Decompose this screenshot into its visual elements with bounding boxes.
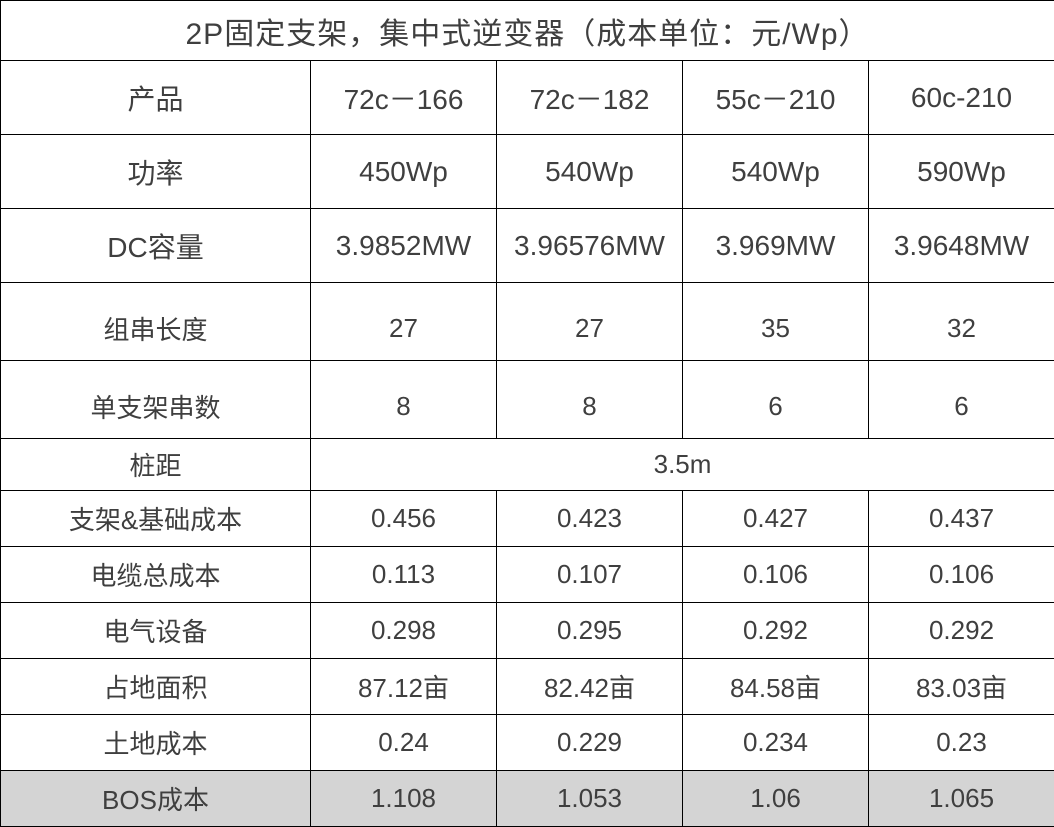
cell: 0.229 — [497, 715, 683, 771]
table-row: 占地面积 87.12亩 82.42亩 84.58亩 83.03亩 — [1, 659, 1054, 715]
cell: 32 — [869, 297, 1054, 361]
table-row: 单支架串数 8 8 6 6 — [1, 375, 1054, 439]
table-title: 2P固定支架，集中式逆变器（成本单位：元/Wp） — [1, 1, 1054, 61]
total-row: BOS成本 1.108 1.053 1.06 1.065 — [1, 771, 1054, 827]
row-label: 功率 — [1, 135, 311, 209]
cell: 8 — [311, 375, 497, 439]
column-header: 55c－210 — [683, 61, 869, 135]
cell: 1.108 — [311, 771, 497, 827]
merged-row: 桩距 3.5m — [1, 439, 1054, 491]
table-row: 电缆总成本 0.113 0.107 0.106 0.106 — [1, 547, 1054, 603]
cell: 3.969MW — [683, 209, 869, 283]
cell: 0.234 — [683, 715, 869, 771]
cell: 3.9648MW — [869, 209, 1054, 283]
cell: 1.06 — [683, 771, 869, 827]
cell: 0.106 — [683, 547, 869, 603]
cell: 540Wp — [497, 135, 683, 209]
cell: 540Wp — [683, 135, 869, 209]
cell: 0.298 — [311, 603, 497, 659]
cell: 0.23 — [869, 715, 1054, 771]
row-label: BOS成本 — [1, 771, 311, 827]
cell: 35 — [683, 297, 869, 361]
cell: 0.113 — [311, 547, 497, 603]
cell: 83.03亩 — [869, 659, 1054, 715]
cell: 27 — [311, 297, 497, 361]
cell: 590Wp — [869, 135, 1054, 209]
cell: 3.9852MW — [311, 209, 497, 283]
cell: 0.107 — [497, 547, 683, 603]
cell: 0.456 — [311, 491, 497, 547]
cell: 82.42亩 — [497, 659, 683, 715]
cell: 0.437 — [869, 491, 1054, 547]
row-label: 单支架串数 — [1, 375, 311, 439]
column-header: 60c-210 — [869, 61, 1054, 135]
cell: 84.58亩 — [683, 659, 869, 715]
row-label: 支架&基础成本 — [1, 491, 311, 547]
cell: 6 — [869, 375, 1054, 439]
row-label: 土地成本 — [1, 715, 311, 771]
spacer-row — [1, 361, 1054, 375]
cell: 8 — [497, 375, 683, 439]
column-header-label: 产品 — [1, 61, 311, 135]
cell: 0.106 — [869, 547, 1054, 603]
row-label: DC容量 — [1, 209, 311, 283]
cell: 1.053 — [497, 771, 683, 827]
table-row: DC容量 3.9852MW 3.96576MW 3.969MW 3.9648MW — [1, 209, 1054, 283]
table: 2P固定支架，集中式逆变器（成本单位：元/Wp） 产品 72c－166 72c－… — [0, 0, 1054, 827]
table-row: 土地成本 0.24 0.229 0.234 0.23 — [1, 715, 1054, 771]
row-label: 电气设备 — [1, 603, 311, 659]
table-row: 电气设备 0.298 0.295 0.292 0.292 — [1, 603, 1054, 659]
cell: 6 — [683, 375, 869, 439]
column-header-row: 产品 72c－166 72c－182 55c－210 60c-210 — [1, 61, 1054, 135]
row-label: 桩距 — [1, 439, 311, 491]
cell: 0.292 — [869, 603, 1054, 659]
table-row: 支架&基础成本 0.456 0.423 0.427 0.437 — [1, 491, 1054, 547]
row-label: 组串长度 — [1, 297, 311, 361]
column-header: 72c－166 — [311, 61, 497, 135]
spacer-row — [1, 283, 1054, 297]
cell: 0.295 — [497, 603, 683, 659]
cell: 87.12亩 — [311, 659, 497, 715]
row-label: 电缆总成本 — [1, 547, 311, 603]
cell: 3.96576MW — [497, 209, 683, 283]
row-label: 占地面积 — [1, 659, 311, 715]
cell: 450Wp — [311, 135, 497, 209]
cell: 1.065 — [869, 771, 1054, 827]
cell: 0.24 — [311, 715, 497, 771]
cell: 0.427 — [683, 491, 869, 547]
table-row: 功率 450Wp 540Wp 540Wp 590Wp — [1, 135, 1054, 209]
merged-cell: 3.5m — [311, 439, 1054, 491]
cell: 0.292 — [683, 603, 869, 659]
table-row: 组串长度 27 27 35 32 — [1, 297, 1054, 361]
cost-comparison-table: 2P固定支架，集中式逆变器（成本单位：元/Wp） 产品 72c－166 72c－… — [0, 0, 1054, 827]
column-header: 72c－182 — [497, 61, 683, 135]
title-row: 2P固定支架，集中式逆变器（成本单位：元/Wp） — [1, 1, 1054, 61]
cell: 0.423 — [497, 491, 683, 547]
cell: 27 — [497, 297, 683, 361]
